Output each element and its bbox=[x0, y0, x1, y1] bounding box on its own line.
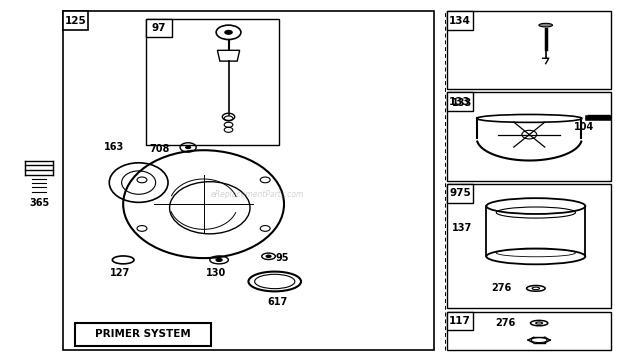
Bar bbox=[448, 312, 473, 330]
Circle shape bbox=[185, 145, 191, 149]
Bar bbox=[75, 322, 211, 346]
Text: 125: 125 bbox=[64, 16, 86, 26]
Text: 133: 133 bbox=[452, 98, 472, 108]
Bar bbox=[63, 12, 434, 349]
Bar bbox=[448, 184, 611, 308]
Text: 163: 163 bbox=[104, 142, 124, 152]
Text: 708: 708 bbox=[149, 144, 170, 154]
Text: 365: 365 bbox=[29, 199, 49, 209]
Bar bbox=[448, 312, 611, 349]
Bar bbox=[448, 92, 473, 111]
Bar bbox=[448, 92, 611, 180]
Bar bbox=[146, 19, 279, 144]
Circle shape bbox=[265, 255, 272, 258]
Text: 137: 137 bbox=[452, 223, 472, 232]
Circle shape bbox=[224, 30, 233, 35]
Text: 95: 95 bbox=[276, 253, 290, 263]
Text: 975: 975 bbox=[450, 188, 471, 199]
Text: eReplacementParts.com: eReplacementParts.com bbox=[211, 190, 304, 199]
Bar bbox=[448, 12, 611, 89]
Ellipse shape bbox=[539, 23, 552, 27]
Bar bbox=[63, 12, 88, 30]
Text: 133: 133 bbox=[450, 97, 471, 107]
Bar bbox=[448, 12, 473, 30]
Text: 117: 117 bbox=[449, 316, 471, 326]
Text: 276: 276 bbox=[495, 318, 516, 328]
Circle shape bbox=[215, 258, 223, 262]
Text: PRIMER SYSTEM: PRIMER SYSTEM bbox=[95, 329, 191, 339]
Text: 130: 130 bbox=[206, 268, 226, 278]
Text: 617: 617 bbox=[268, 297, 288, 306]
Text: 134: 134 bbox=[449, 16, 471, 26]
Text: 97: 97 bbox=[151, 23, 166, 33]
Bar bbox=[146, 19, 172, 38]
Text: 276: 276 bbox=[491, 283, 511, 293]
Text: 127: 127 bbox=[110, 268, 130, 278]
Bar bbox=[448, 184, 473, 203]
Text: 104: 104 bbox=[574, 122, 595, 132]
